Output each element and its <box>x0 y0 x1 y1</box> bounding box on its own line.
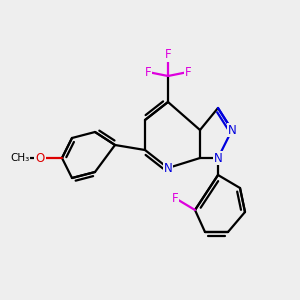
Text: O: O <box>35 152 45 164</box>
Text: F: F <box>172 191 178 205</box>
Text: F: F <box>145 65 151 79</box>
Text: CH₃: CH₃ <box>11 153 30 163</box>
Text: N: N <box>164 161 172 175</box>
Text: F: F <box>165 49 171 62</box>
Text: N: N <box>214 152 222 164</box>
Text: N: N <box>228 124 236 136</box>
Text: F: F <box>185 65 191 79</box>
